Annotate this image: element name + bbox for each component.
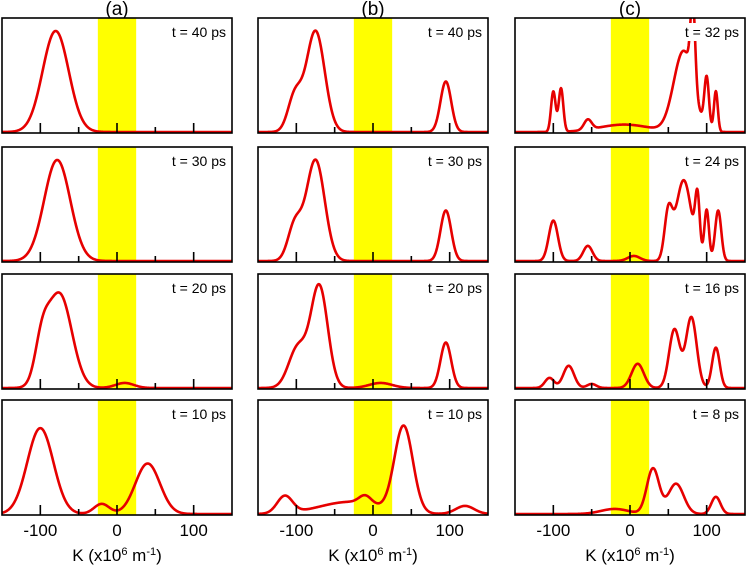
panel-frame xyxy=(514,273,746,390)
panel-frame xyxy=(257,146,489,263)
highlight-band xyxy=(97,274,137,389)
time-label-bg xyxy=(169,405,228,423)
time-label-bg xyxy=(682,279,741,297)
x-axis-label: K (x106 m-1) xyxy=(585,546,675,565)
time-label: t = 32 ps xyxy=(685,24,739,40)
tick-label: 100 xyxy=(179,521,207,540)
panel-c-1: t = 32 ps xyxy=(514,17,746,134)
panel-b-3: t = 20 ps xyxy=(257,273,489,390)
highlight-band xyxy=(97,147,137,262)
panel-b-2: t = 30 ps xyxy=(257,146,489,263)
panel-c-3: t = 16 ps xyxy=(514,273,746,390)
highlight-band xyxy=(353,18,393,133)
panel-frame xyxy=(514,17,746,134)
highlight-band xyxy=(610,18,650,133)
highlight-band xyxy=(353,147,393,262)
time-label-bg xyxy=(425,405,484,423)
time-label-bg xyxy=(682,23,741,41)
panel-c-4: t = 8 ps xyxy=(514,399,746,516)
panel-a-1: t = 40 ps xyxy=(1,17,233,134)
tick-label: -100 xyxy=(23,521,57,540)
tick-label: 100 xyxy=(435,521,463,540)
column-title-b: (b) xyxy=(361,0,384,20)
panel-frame xyxy=(1,273,233,390)
highlight-band xyxy=(353,274,393,389)
panel-frame xyxy=(257,273,489,390)
time-label-bg xyxy=(169,152,228,170)
time-label: t = 10 ps xyxy=(428,406,482,422)
time-label: t = 20 ps xyxy=(428,280,482,296)
panel-frame xyxy=(257,399,489,516)
time-label: t = 16 ps xyxy=(685,280,739,296)
panel-frame xyxy=(257,17,489,134)
panel-frame xyxy=(514,399,746,516)
panel-a-3: t = 20 ps xyxy=(1,273,233,390)
time-label-bg xyxy=(169,279,228,297)
tick-label: -100 xyxy=(536,521,570,540)
tick-label: 100 xyxy=(692,521,720,540)
time-label-bg xyxy=(169,23,228,41)
tick-label: -100 xyxy=(279,521,313,540)
time-label-bg xyxy=(425,23,484,41)
column-title-c: (c) xyxy=(619,0,641,20)
tick-label: 0 xyxy=(368,521,377,540)
time-label: t = 8 ps xyxy=(693,406,739,422)
time-label: t = 30 ps xyxy=(172,153,226,169)
time-label-bg xyxy=(690,405,741,423)
panel-b-1: t = 40 ps xyxy=(257,17,489,134)
x-axis-label: K (x106 m-1) xyxy=(328,546,418,565)
time-label: t = 24 ps xyxy=(685,153,739,169)
panel-frame xyxy=(1,146,233,263)
panel-frame xyxy=(514,146,746,263)
panel-b-4: t = 10 ps xyxy=(257,399,489,516)
time-label: t = 40 ps xyxy=(428,24,482,40)
tick-label: 0 xyxy=(112,521,121,540)
time-label-bg xyxy=(682,152,741,170)
time-label: t = 20 ps xyxy=(172,280,226,296)
time-label: t = 30 ps xyxy=(428,153,482,169)
tick-label: 0 xyxy=(625,521,634,540)
highlight-band xyxy=(610,400,650,515)
column-title-a: (a) xyxy=(105,0,128,20)
highlight-band xyxy=(610,147,650,262)
x-axis-label: K (x106 m-1) xyxy=(72,546,162,565)
time-label-bg xyxy=(425,279,484,297)
panel-frame xyxy=(1,17,233,134)
highlight-band xyxy=(97,18,137,133)
time-label-bg xyxy=(425,152,484,170)
time-label: t = 10 ps xyxy=(172,406,226,422)
time-label: t = 40 ps xyxy=(172,24,226,40)
panel-a-2: t = 30 ps xyxy=(1,146,233,263)
panel-frame xyxy=(1,399,233,516)
panel-a-4: t = 10 ps xyxy=(1,399,233,516)
panel-c-2: t = 24 ps xyxy=(514,146,746,263)
